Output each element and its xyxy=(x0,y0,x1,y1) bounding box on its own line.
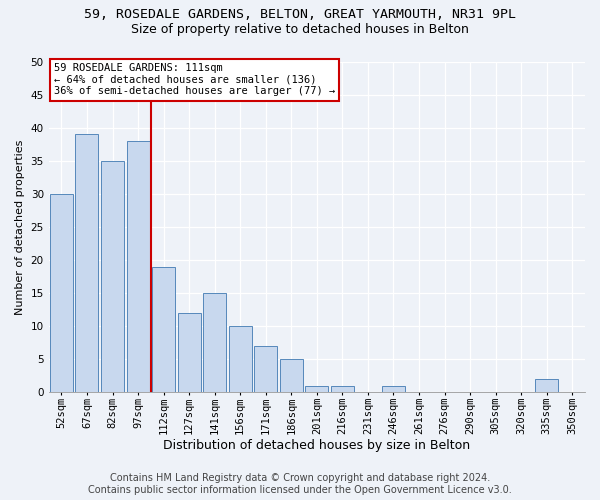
Text: Contains HM Land Registry data © Crown copyright and database right 2024.
Contai: Contains HM Land Registry data © Crown c… xyxy=(88,474,512,495)
Bar xyxy=(127,141,149,393)
X-axis label: Distribution of detached houses by size in Belton: Distribution of detached houses by size … xyxy=(163,440,470,452)
Bar xyxy=(305,386,328,392)
Bar xyxy=(76,134,98,392)
Bar xyxy=(280,359,303,392)
Text: Size of property relative to detached houses in Belton: Size of property relative to detached ho… xyxy=(131,22,469,36)
Bar xyxy=(203,293,226,392)
Text: 59, ROSEDALE GARDENS, BELTON, GREAT YARMOUTH, NR31 9PL: 59, ROSEDALE GARDENS, BELTON, GREAT YARM… xyxy=(84,8,516,20)
Bar xyxy=(152,266,175,392)
Text: 59 ROSEDALE GARDENS: 111sqm
← 64% of detached houses are smaller (136)
36% of se: 59 ROSEDALE GARDENS: 111sqm ← 64% of det… xyxy=(54,63,335,96)
Bar xyxy=(331,386,354,392)
Bar xyxy=(229,326,252,392)
Bar xyxy=(254,346,277,393)
Bar xyxy=(382,386,405,392)
Bar xyxy=(535,379,558,392)
Y-axis label: Number of detached properties: Number of detached properties xyxy=(15,139,25,314)
Bar xyxy=(101,160,124,392)
Bar xyxy=(178,313,200,392)
Bar xyxy=(50,194,73,392)
